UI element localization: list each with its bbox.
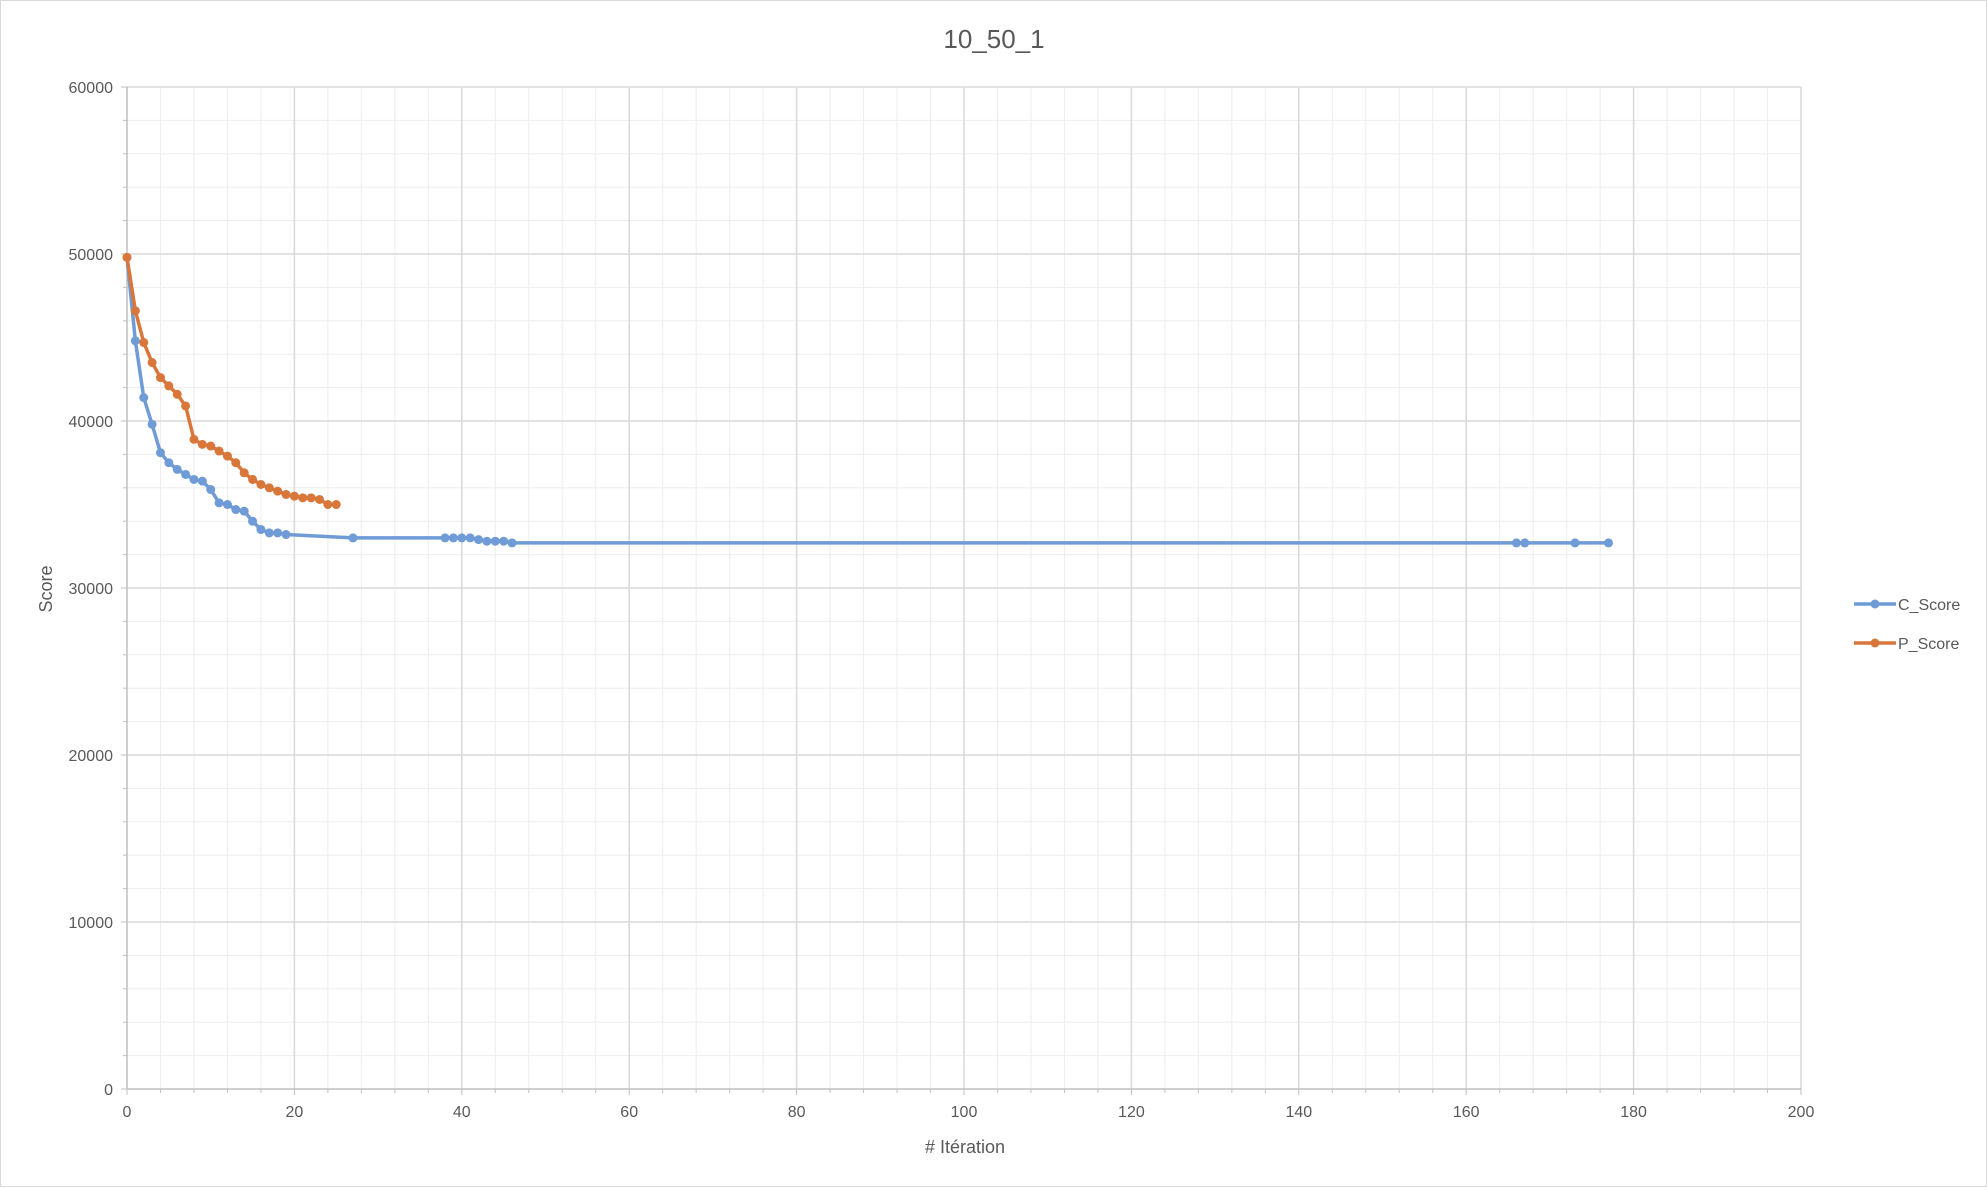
y-tick-label: 50000 bbox=[69, 247, 114, 264]
data-point bbox=[499, 536, 509, 546]
data-point bbox=[197, 476, 207, 486]
data-series bbox=[122, 252, 1613, 548]
data-point bbox=[281, 530, 291, 540]
major-gridlines bbox=[127, 86, 1802, 1089]
data-point bbox=[289, 491, 299, 501]
data-point bbox=[139, 338, 149, 348]
legend-marker bbox=[1870, 599, 1880, 609]
x-axis-title: # Itération bbox=[925, 1137, 1005, 1157]
x-tick-label: 60 bbox=[620, 1104, 638, 1121]
y-tick-label: 10000 bbox=[69, 915, 114, 932]
data-point bbox=[172, 464, 182, 474]
data-point bbox=[315, 494, 325, 504]
data-point bbox=[490, 536, 500, 546]
legend-marker bbox=[1870, 638, 1880, 648]
x-tick-label: 120 bbox=[1118, 1104, 1145, 1121]
data-point bbox=[164, 458, 174, 468]
data-point bbox=[214, 446, 224, 456]
data-point bbox=[474, 535, 484, 545]
x-tick-label: 0 bbox=[123, 1104, 132, 1121]
data-point bbox=[214, 498, 224, 508]
data-point bbox=[440, 533, 450, 543]
data-point bbox=[256, 525, 266, 535]
series-line bbox=[125, 257, 1609, 545]
data-point bbox=[139, 393, 149, 403]
data-point bbox=[147, 358, 157, 368]
y-tick-label: 0 bbox=[104, 1082, 113, 1099]
data-point bbox=[231, 505, 241, 515]
x-tick-label: 140 bbox=[1285, 1104, 1312, 1121]
data-point bbox=[222, 451, 232, 461]
tick-labels: 0 20 40 60 80 100 120 140 160 180 200 0 10000 20000 30… bbox=[69, 80, 1815, 1121]
y-axis-title: Score bbox=[36, 565, 56, 612]
y-tick-label: 60000 bbox=[69, 80, 114, 97]
data-point bbox=[206, 484, 216, 494]
data-point bbox=[273, 528, 283, 538]
data-point bbox=[264, 483, 274, 493]
y-tick-label: 20000 bbox=[69, 748, 114, 765]
data-point bbox=[239, 506, 249, 516]
legend-label: P_Score bbox=[1898, 636, 1959, 653]
data-point bbox=[189, 474, 199, 484]
y-tick-label: 30000 bbox=[69, 581, 114, 598]
data-point bbox=[323, 500, 333, 509]
x-tick-label: 80 bbox=[788, 1104, 806, 1121]
x-tick-label: 100 bbox=[951, 1104, 978, 1121]
data-point bbox=[206, 441, 216, 451]
data-point bbox=[1520, 538, 1530, 548]
legend-item-P_Score: P_Score bbox=[1854, 636, 1959, 653]
data-point bbox=[1570, 538, 1580, 548]
x-tick-label: 180 bbox=[1620, 1104, 1647, 1121]
data-point bbox=[465, 533, 475, 543]
data-point bbox=[1511, 538, 1521, 548]
y-tick-label: 40000 bbox=[69, 414, 114, 431]
data-point bbox=[172, 389, 182, 399]
data-point bbox=[130, 306, 140, 316]
data-point bbox=[189, 434, 199, 444]
data-point bbox=[239, 468, 249, 478]
data-point bbox=[197, 439, 207, 449]
data-point bbox=[482, 536, 492, 546]
data-point bbox=[1603, 538, 1613, 548]
data-point bbox=[155, 373, 165, 383]
data-point bbox=[248, 474, 258, 484]
legend-label: C_Score bbox=[1898, 597, 1960, 614]
data-point bbox=[130, 336, 140, 346]
data-point bbox=[264, 528, 274, 538]
x-tick-label: 40 bbox=[453, 1104, 471, 1121]
data-point bbox=[256, 479, 266, 489]
data-point bbox=[306, 493, 316, 503]
x-tick-label: 20 bbox=[286, 1104, 304, 1121]
legend-item-C_Score: C_Score bbox=[1854, 597, 1960, 614]
data-point bbox=[147, 419, 157, 429]
legend: C_Score P_Score bbox=[1854, 597, 1960, 653]
data-point bbox=[348, 533, 358, 543]
series-P_Score bbox=[122, 252, 341, 509]
data-point bbox=[457, 533, 467, 543]
data-point bbox=[181, 469, 191, 479]
data-point bbox=[298, 493, 308, 503]
data-point bbox=[273, 486, 283, 496]
data-point bbox=[507, 538, 517, 548]
data-point bbox=[181, 401, 191, 411]
data-point bbox=[164, 381, 174, 391]
data-point bbox=[155, 448, 165, 458]
chart-title: 10_50_1 bbox=[943, 24, 1044, 54]
data-point bbox=[248, 516, 258, 526]
series-C_Score bbox=[122, 252, 1613, 548]
data-point bbox=[222, 500, 232, 509]
x-tick-label: 200 bbox=[1788, 1104, 1815, 1121]
data-point bbox=[231, 458, 241, 468]
data-point bbox=[281, 489, 291, 499]
x-tick-label: 160 bbox=[1453, 1104, 1480, 1121]
data-point bbox=[331, 500, 341, 509]
data-point bbox=[122, 252, 132, 262]
axes bbox=[121, 86, 1802, 1095]
data-point bbox=[448, 533, 458, 543]
